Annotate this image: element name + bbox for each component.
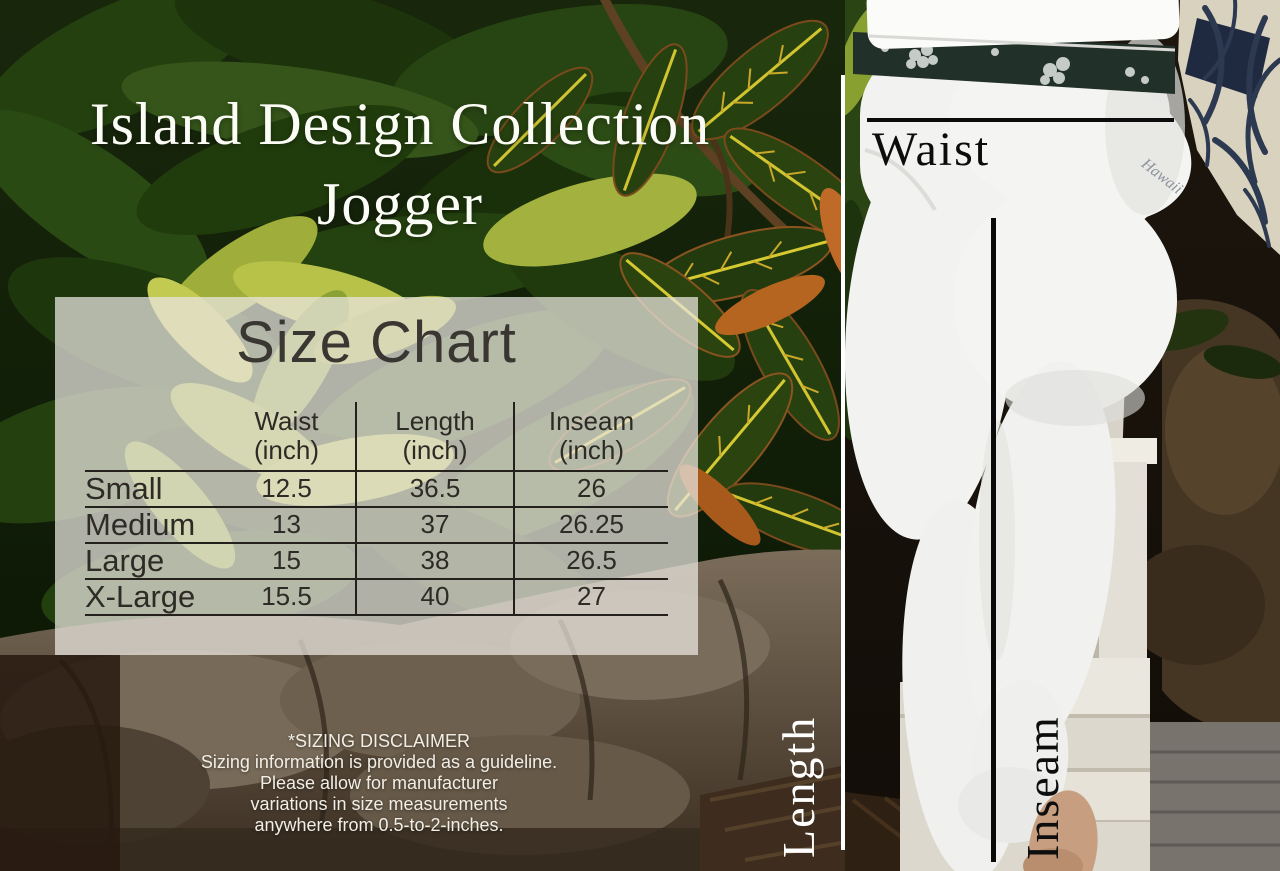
length-measure-line [841,75,845,850]
large-waist: 15 [218,544,355,580]
page-title-line2: Jogger [317,171,483,237]
disclaimer-line: Please allow for manufacturer [259,773,499,793]
waist-measure-line [867,118,1174,122]
inseam-label: Inseam [1017,715,1068,860]
page-title-line1: Island Design Collection [89,91,711,157]
column-header-inseam: Inseam (inch) [513,402,668,472]
disclaimer-line: variations in size measurements [250,794,508,814]
small-inseam: 26 [513,472,668,508]
model-photo [845,0,1280,871]
medium-inseam: 26.25 [513,508,668,544]
jogger-pants [845,35,1192,871]
disclaimer-line: *SIZING DISCLAIMER [287,731,471,751]
xlarge-waist: 15.5 [218,580,355,616]
column-header-length: Length (inch) [355,402,513,472]
xlarge-inseam: 27 [513,580,668,616]
ankle-skin [1023,790,1098,871]
white-shirt [866,0,1180,52]
large-length: 38 [355,544,513,580]
row-label-xlarge: X-Large [85,580,218,616]
medium-waist: 13 [218,508,355,544]
medium-length: 37 [355,508,513,544]
small-waist: 12.5 [218,472,355,508]
small-length: 36.5 [355,472,513,508]
waist-label: Waist [872,123,991,176]
large-inseam: 26.5 [513,544,668,580]
xlarge-length: 40 [355,580,513,616]
sizing-disclaimer: *SIZING DISCLAIMER Sizing information is… [0,731,758,836]
inseam-measure-line [991,218,996,862]
row-label-small: Small [85,472,218,508]
size-chart-heading: Size Chart [236,310,517,375]
size-chart-panel: Size Chart Waist (inch) Length (inch) In… [55,297,698,655]
length-label: Length [773,715,824,858]
disclaimer-line: anywhere from 0.5-to-2-inches. [254,815,504,835]
palm-print-fabric [1178,0,1280,255]
size-column-header-spacer [85,402,218,472]
column-header-waist: Waist (inch) [218,402,355,472]
background-rock [1125,299,1280,734]
size-table: Waist (inch) Length (inch) Inseam (inch)… [85,402,668,616]
row-label-large: Large [85,544,218,580]
disclaimer-line: Sizing information is provided as a guid… [200,752,558,772]
row-label-medium: Medium [85,508,218,544]
page-title: Island Design Collection Jogger [20,84,780,244]
